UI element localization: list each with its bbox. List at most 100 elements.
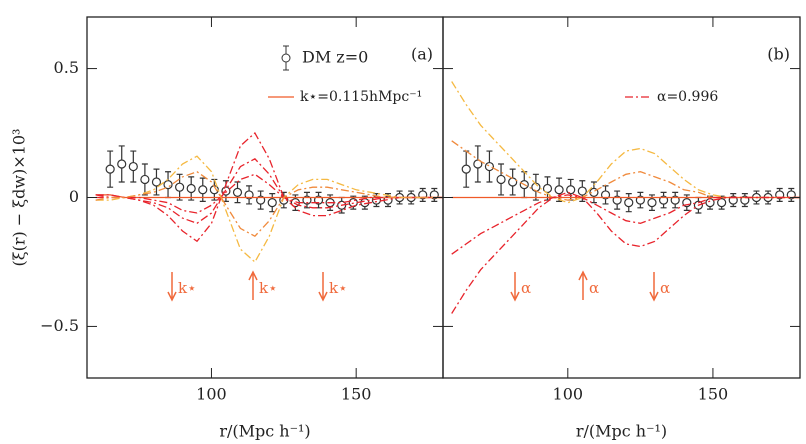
data-point: [740, 195, 750, 205]
error-bar: [419, 187, 426, 202]
arrow: [167, 272, 177, 302]
curve: [451, 81, 800, 204]
x-axis-title: r/(Mpc h⁻¹): [576, 422, 667, 441]
data-point: [566, 185, 576, 195]
data-point: [163, 180, 173, 190]
error-bar: [246, 185, 253, 205]
data-point: [600, 190, 611, 200]
arrow-label: α: [521, 279, 531, 297]
curve: [95, 155, 443, 264]
data-point: [186, 183, 196, 194]
error-bar: [776, 187, 783, 202]
y-tick-label: 0.5: [54, 58, 79, 77]
error-bar: [683, 194, 690, 211]
panel-label: (b): [767, 45, 790, 64]
data-point: [635, 195, 645, 205]
panel-frame: [442, 16, 801, 379]
data-point: [484, 161, 495, 172]
arrow: [578, 270, 588, 300]
legend-label: α=0.996: [657, 89, 718, 105]
data-point: [542, 183, 553, 194]
data-point: [705, 198, 715, 208]
error-bar: [765, 190, 772, 205]
error-bar: [315, 191, 322, 209]
error-bar: [118, 145, 125, 183]
data-point: [244, 190, 254, 200]
data-point: [624, 198, 634, 208]
plot-area: [451, 81, 800, 314]
data-point: [232, 187, 243, 197]
data-point: [117, 159, 127, 169]
data-point: [198, 185, 208, 195]
error-bar: [637, 191, 644, 209]
data-point: [267, 198, 277, 208]
error-bar: [753, 190, 760, 205]
data-point: [418, 190, 428, 200]
plot-area: [95, 131, 443, 264]
data-point: [140, 174, 150, 185]
error-bar: [509, 168, 516, 196]
error-bar: [153, 168, 160, 196]
error-bar: [741, 193, 748, 208]
data-point: [337, 200, 347, 210]
curve: [95, 131, 443, 243]
error-bar: [521, 171, 528, 199]
data-point: [105, 164, 115, 174]
error-bar: [672, 191, 679, 209]
y-tick-label: 0: [69, 187, 79, 206]
data-point: [175, 182, 185, 192]
error-bar: [474, 145, 481, 183]
data-point: [496, 174, 506, 185]
y-axis-title: (ξ(r) − ξdw)×10³: [10, 129, 29, 267]
panel-label: (a): [411, 45, 433, 64]
error-bar: [141, 163, 148, 196]
error-bar: [396, 190, 403, 205]
arrow: [248, 270, 258, 300]
data-point: [670, 195, 680, 205]
error-bar: [176, 173, 183, 201]
arrow-label: k⋆: [178, 279, 196, 297]
data-point: [302, 195, 312, 205]
data-point: [554, 185, 564, 195]
error-bar: [614, 190, 621, 210]
data-point: [612, 195, 622, 205]
curve: [95, 170, 443, 238]
error-bar: [486, 150, 493, 183]
data-point: [519, 180, 529, 190]
arrow-label: k⋆: [329, 279, 347, 297]
legend-label: DM z=0: [302, 48, 368, 67]
data-point: [577, 186, 587, 196]
error-bar: [408, 190, 415, 205]
data-point: [151, 177, 162, 187]
error-bar: [730, 193, 737, 208]
error-bar: [303, 191, 310, 209]
data-point: [775, 190, 785, 200]
error-bar: [695, 196, 702, 214]
error-bar: [602, 185, 609, 205]
error-bar: [788, 187, 795, 202]
arrow: [649, 272, 659, 302]
legend-marker: [281, 53, 291, 63]
error-bar: [544, 176, 551, 201]
data-point: [461, 164, 471, 174]
data-point: [221, 186, 231, 196]
arrow-label: α: [660, 279, 670, 297]
error-bar: [625, 193, 632, 213]
x-axis-title: r/(Mpc h⁻¹): [219, 422, 310, 441]
data-point: [658, 195, 669, 205]
error-bar: [532, 173, 539, 201]
x-tick-label: 100: [196, 385, 227, 404]
curve: [95, 173, 443, 214]
error-bar: [188, 176, 195, 201]
data-point: [589, 187, 599, 197]
arrow: [510, 272, 520, 302]
error-bar: [660, 191, 667, 209]
arrow: [318, 272, 328, 302]
error-bar: [338, 196, 345, 214]
arrow-label: α: [589, 279, 599, 297]
error-bar: [269, 193, 276, 213]
error-bar: [373, 193, 380, 208]
data-point: [717, 198, 727, 208]
data-point: [508, 177, 518, 187]
